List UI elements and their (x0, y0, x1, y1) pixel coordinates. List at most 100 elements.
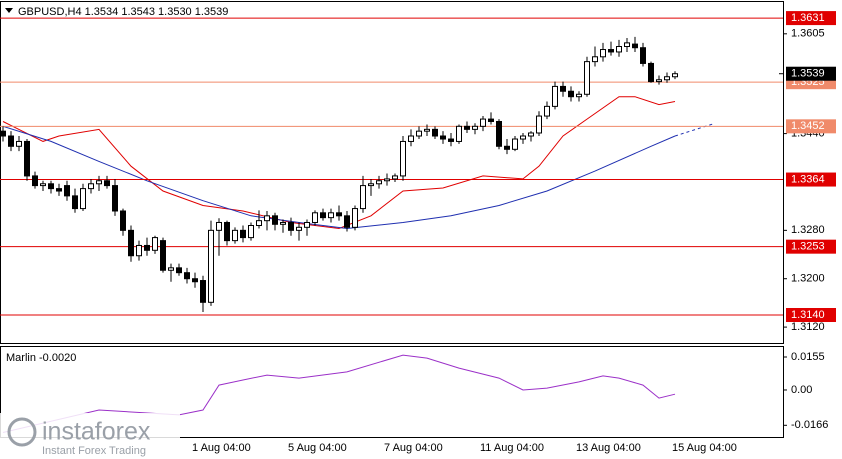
level-label-box (786, 11, 836, 26)
y-tick-label: -0.0166 (791, 419, 828, 431)
candle-body (488, 118, 494, 122)
candle-body (296, 226, 302, 231)
candle-body (200, 280, 206, 303)
candle-body (168, 267, 174, 271)
candle-body (256, 220, 262, 227)
level-label-box (786, 239, 836, 254)
candle-body (8, 135, 14, 147)
candle-body (368, 183, 374, 187)
candle-body (40, 183, 46, 187)
x-tick-label: 15 Aug 04:00 (672, 442, 737, 454)
watermark-name: instaforex (42, 418, 151, 446)
candle-body (232, 229, 238, 242)
moving-average (2, 96, 676, 230)
candle-body (512, 138, 518, 150)
candle-body (312, 212, 318, 223)
main-panel (0, 1, 784, 344)
candle-body (568, 90, 574, 98)
candle-body (624, 42, 630, 48)
candle-body (288, 221, 294, 231)
indicator-title: Marlin -0.0020 (6, 352, 76, 364)
title-arrow (5, 8, 13, 13)
chart-title: GBPUSD,H4 1.3534 1.3543 1.3530 1.3539 (18, 6, 228, 18)
candle-body (280, 221, 286, 225)
candle-body (592, 56, 598, 63)
candle-body (392, 175, 398, 180)
x-tick-label: 13 Aug 04:00 (576, 442, 641, 454)
candle-body (16, 140, 22, 147)
candle-body (552, 85, 558, 107)
level-label-box (786, 172, 836, 187)
candle-body (472, 125, 478, 130)
level-label-box (786, 308, 836, 323)
y-tick-label: 0.0155 (791, 351, 825, 363)
price-label: 1.3539 (791, 68, 825, 80)
candle-body (672, 73, 678, 78)
candle-body (504, 145, 510, 150)
x-tick-label: 5 Aug 04:00 (288, 442, 347, 454)
candle-body (136, 244, 142, 257)
watermark: instaforex Instant Forex Trading (0, 413, 180, 459)
y-tick-label: 1.3280 (791, 224, 825, 236)
candle-body (456, 125, 462, 142)
candle-body (72, 195, 78, 210)
y-tick-label: 1.3120 (791, 321, 825, 333)
candle-body (480, 118, 486, 127)
candle-body (80, 188, 86, 210)
candle-body (416, 130, 422, 137)
candle-body (184, 272, 190, 280)
candle-body (376, 180, 382, 185)
candle-body (128, 229, 134, 257)
y-tick-label: 1.3200 (791, 273, 825, 285)
candle-body (152, 237, 158, 251)
candle-body (600, 49, 606, 58)
candle-body (104, 180, 110, 187)
candle-body (584, 61, 590, 95)
candle-body (640, 47, 646, 64)
candle-body (464, 125, 470, 130)
candle-body (64, 185, 70, 197)
candle-body (216, 221, 222, 231)
candle-body (448, 138, 454, 142)
candle-body (48, 183, 54, 190)
candle-body (88, 183, 94, 190)
candle-body (320, 212, 326, 219)
indicator-panel (0, 346, 784, 438)
level-label: 1.3140 (791, 309, 825, 321)
candle-body (560, 85, 566, 92)
candle-body (432, 128, 438, 137)
candle-body (616, 46, 622, 53)
candle-body (56, 188, 62, 192)
candle-body (328, 212, 334, 219)
candle-body (576, 93, 582, 98)
candle-body (520, 135, 526, 140)
level-label-box (786, 119, 836, 134)
candle-body (496, 120, 502, 147)
candle-body (32, 175, 38, 187)
candle-body (144, 244, 150, 251)
watermark-icon (7, 417, 37, 447)
x-tick-label: 7 Aug 04:00 (384, 442, 443, 454)
candle-body (264, 215, 270, 222)
candle-body (336, 212, 342, 217)
candle-body (544, 105, 550, 117)
candle-body (384, 178, 390, 182)
candle-body (656, 79, 662, 83)
candle-body (240, 229, 246, 239)
candle-body (224, 221, 230, 242)
candle-body (440, 135, 446, 140)
candle-body (0, 130, 6, 137)
level-label: 1.3253 (791, 241, 825, 253)
candle-body (344, 215, 350, 228)
candle-body (96, 180, 102, 185)
candle-body (192, 278, 198, 283)
watermark-tagline: Instant Forex Trading (42, 445, 146, 457)
level-label: 1.3364 (791, 173, 825, 185)
candle-body (208, 229, 214, 303)
candle-body (304, 221, 310, 228)
candle-body (352, 208, 358, 228)
y-tick-label: 0.00 (791, 384, 812, 396)
